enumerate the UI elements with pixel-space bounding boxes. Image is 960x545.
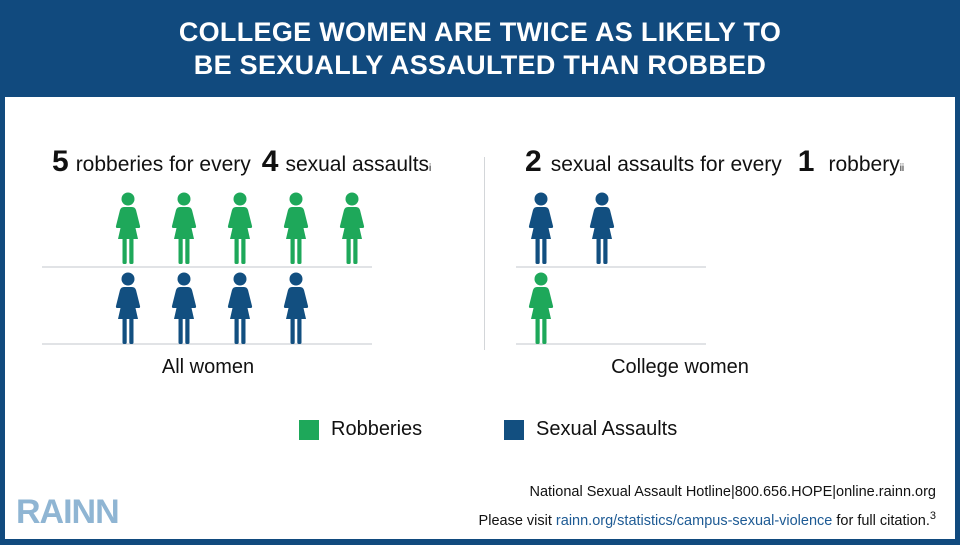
robbery-person-icon xyxy=(171,192,197,264)
robbery-person-icon xyxy=(339,192,365,264)
stat-number: 4 xyxy=(261,145,279,178)
citation-suffix: for full citation. xyxy=(836,512,930,529)
all-women-stat-title: 5 robberies for every 4 sexual assaults … xyxy=(52,145,431,179)
stat-text: robbery xyxy=(828,153,900,176)
stat-number: 2 xyxy=(525,145,542,178)
robbery-person-icon xyxy=(528,272,554,344)
headline-line-1: COLLEGE WOMEN ARE TWICE AS LIKELY TO xyxy=(178,16,782,47)
citation-link[interactable]: rainn.org/statistics/campus-sexual-viole… xyxy=(555,512,833,529)
sexual-assault-person-icon xyxy=(115,272,141,344)
college-women-stat-title: 2 sexual assaults for every 1 robbery ii xyxy=(525,145,904,179)
citation-prefix: Please visit xyxy=(478,512,552,529)
sexual-assault-person-icon xyxy=(171,272,197,344)
legend-label: Sexual Assaults xyxy=(536,418,678,440)
stat-text: robberies for every xyxy=(75,153,251,176)
citation-number: 3 xyxy=(929,510,936,522)
legend-label: Robberies xyxy=(331,418,423,440)
rainn-logo: RAINN xyxy=(16,493,120,531)
row-baseline xyxy=(42,266,372,268)
sexual-assault-person-icon xyxy=(227,272,253,344)
footnote-marker: i xyxy=(429,163,432,174)
citation-text: Please visit rainn.org/statistics/campus… xyxy=(479,510,936,529)
row-baseline xyxy=(516,343,706,345)
headline-line-2: BE SEXUALLY ASSAULTED THAN ROBBED xyxy=(193,49,767,80)
hotline-text: National Sexual Assault Hotline|800.656.… xyxy=(529,484,936,500)
stat-number: 5 xyxy=(52,145,69,178)
robbery-person-icon xyxy=(283,192,309,264)
sexual-assault-person-icon xyxy=(283,272,309,344)
college-women-caption: College women xyxy=(611,356,749,378)
sexual-assault-person-icon xyxy=(589,192,615,264)
stat-text: sexual assaults xyxy=(285,153,430,176)
all-women-caption: All women xyxy=(161,356,255,378)
legend-robberies: Robberies xyxy=(299,418,422,441)
robbery-person-icon xyxy=(227,192,253,264)
stat-number: 1 xyxy=(797,145,815,178)
row-baseline xyxy=(516,266,706,268)
content-panel xyxy=(5,97,955,539)
sexual-assault-person-icon xyxy=(528,192,554,264)
robbery-person-icon xyxy=(115,192,141,264)
stat-text: sexual assaults for every xyxy=(550,153,782,176)
footnote-marker: ii xyxy=(899,163,905,174)
row-baseline xyxy=(42,343,372,345)
header-banner: COLLEGE WOMEN ARE TWICE AS LIKELY TO BE … xyxy=(0,0,960,97)
legend-sexual-assaults: Sexual Assaults xyxy=(504,418,677,441)
robberies-swatch xyxy=(299,419,319,440)
panel-divider xyxy=(484,157,485,350)
sexual-assaults-swatch xyxy=(504,419,524,440)
